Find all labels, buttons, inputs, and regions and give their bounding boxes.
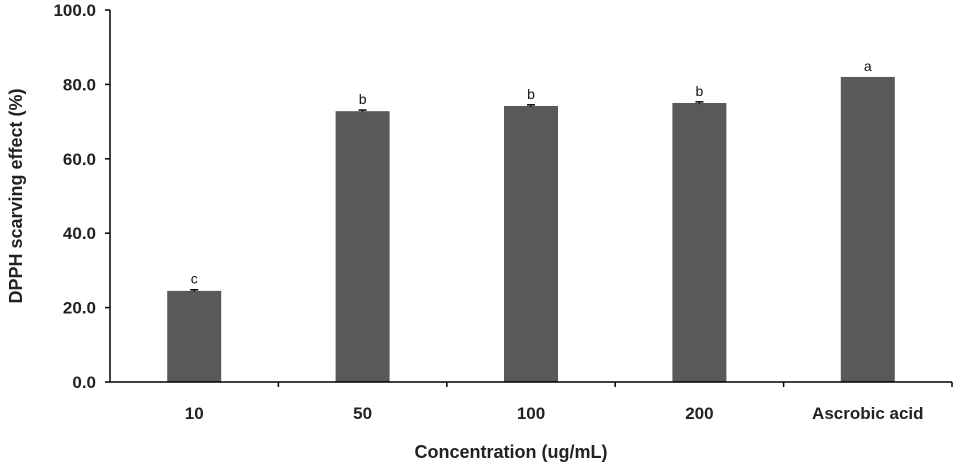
bars: [167, 76, 895, 383]
significance-letters: c b b b a: [191, 58, 872, 287]
bar: [672, 103, 727, 382]
y-tick-label: 20.0: [63, 299, 96, 318]
y-tick-label: 80.0: [63, 75, 96, 94]
y-axis-ticks: 0.0 20.0 40.0 60.0 80.0 100.0: [53, 1, 110, 392]
y-tick-label: 60.0: [63, 150, 96, 169]
x-axis-ticks: 10 50 100 200 Ascrobic acid: [185, 382, 953, 423]
y-axis-title: DPPH scarving effect (%): [6, 88, 26, 303]
y-tick-label: 40.0: [63, 224, 96, 243]
y-tick-label: 100.0: [53, 1, 96, 20]
x-tick-label: 100: [517, 404, 545, 423]
bar: [504, 105, 558, 382]
bar: [167, 290, 222, 382]
x-tick-label: 10: [185, 404, 204, 423]
significance-letter: c: [191, 271, 198, 287]
bar: [840, 76, 895, 383]
bar: [335, 111, 390, 383]
significance-letter: a: [864, 58, 872, 74]
x-tick-label: 200: [685, 404, 713, 423]
x-tick-label: 50: [353, 404, 372, 423]
significance-letter: b: [696, 83, 704, 99]
significance-letter: b: [359, 91, 367, 107]
x-axis-title: Concentration (ug/mL): [415, 442, 608, 462]
significance-letter: b: [527, 86, 535, 102]
y-tick-label: 0.0: [72, 373, 96, 392]
error-bars: [190, 101, 704, 292]
x-tick-label: Ascrobic acid: [812, 404, 924, 423]
